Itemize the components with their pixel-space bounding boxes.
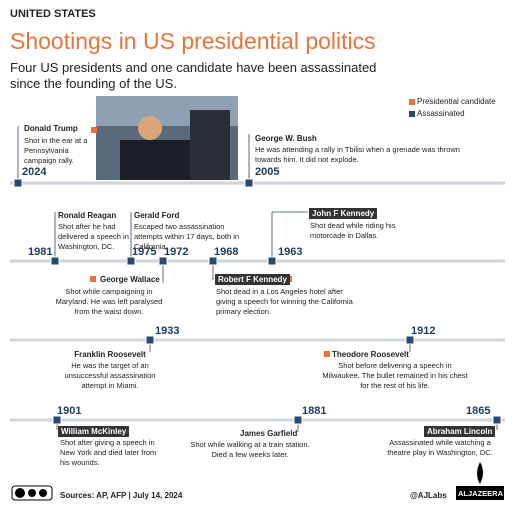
event-name: George W. Bush [255, 134, 317, 143]
event-year: 1933 [155, 325, 180, 337]
event-name: Donald Trump [24, 124, 78, 133]
event-name: James Garfield [240, 429, 298, 438]
event-text: Shot dead in a Los Angeles hotel after g… [216, 287, 353, 316]
event-year: 1912 [411, 325, 436, 337]
subtitle: Four US presidents and one candidate hav… [10, 60, 377, 91]
event-text: He was attending a rally in Tbilisi when… [255, 145, 460, 164]
event-name: Franklin Roosevelt [74, 350, 146, 359]
event-year: 1963 [278, 246, 303, 258]
event-text: Shot while campaigning in Maryland. He w… [55, 287, 163, 316]
event-year: 1901 [57, 405, 82, 417]
event-name: George Wallace [100, 275, 160, 284]
event-year: 2024 [22, 166, 47, 178]
event-name: John F Kennedy [309, 208, 378, 219]
event-name: Theodore Roosevelt [332, 350, 409, 359]
country-label: UNITED STATES [10, 8, 96, 20]
event-text: Escaped two assassination attempts withi… [134, 222, 240, 251]
event-name: Ronald Reagan [58, 211, 117, 220]
handle: @AJLabs [410, 491, 447, 500]
cc-badge [11, 485, 53, 501]
event-year: 1972 [164, 246, 189, 258]
event-year: 1968 [214, 246, 239, 258]
event-name: Robert F Kennedy [215, 274, 290, 285]
event-year: 1981 [28, 246, 53, 258]
event-text: Shot dead while riding his motorcade in … [310, 221, 396, 240]
legend-swatch [409, 99, 415, 105]
event-year: 1865 [466, 405, 491, 417]
event-name: Gerald Ford [134, 211, 180, 220]
event-text: Shot in the ear at a Pennsylvania campai… [24, 136, 88, 165]
title: Shootings in US presidential politics [10, 28, 376, 54]
logo-emblem [477, 462, 483, 484]
legend-entry: Presidential candidate [417, 97, 496, 106]
logo-box [456, 486, 504, 500]
event-text: Shot before delivering a speech in Milwa… [322, 361, 468, 390]
photo-figure [138, 116, 162, 140]
timelines [10, 181, 505, 422]
event-year: 2005 [255, 166, 280, 178]
event-text: Shot while walking at a train station. D… [190, 440, 310, 459]
legend-entry: Assassinated [417, 109, 465, 118]
sources: Sources: AP, AFP | July 14, 2024 [60, 491, 183, 500]
event-text: He was the target of an unsuccessful ass… [64, 361, 156, 390]
event-year: 1975 [132, 246, 157, 258]
logo: ALJAZEERA [458, 489, 504, 498]
markers [13, 178, 502, 425]
event-text: Assassinated while watching a theatre pl… [387, 438, 493, 457]
event-text: Shot after he had delivered a speech in … [58, 222, 129, 251]
legend-swatch [409, 111, 415, 117]
photo-figure [190, 110, 230, 180]
event-year: 1881 [302, 405, 327, 417]
event-name: Abraham Lincoln [424, 426, 496, 437]
photo-figure [120, 140, 190, 180]
event-text: Shot after giving a speech in New York a… [60, 438, 157, 467]
event-name: William McKinley [58, 426, 130, 437]
